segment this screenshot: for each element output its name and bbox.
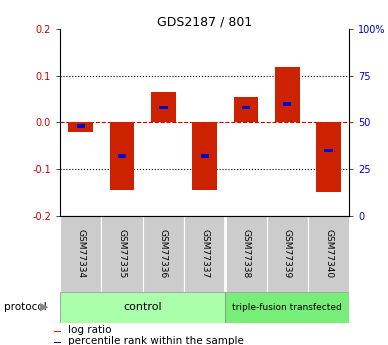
Text: GSM77337: GSM77337 xyxy=(200,229,209,278)
Text: log ratio: log ratio xyxy=(68,325,112,335)
Bar xyxy=(118,154,126,158)
Text: GSM77336: GSM77336 xyxy=(159,229,168,278)
Text: triple-fusion transfected: triple-fusion transfected xyxy=(232,303,342,312)
Bar xyxy=(324,149,333,152)
Bar xyxy=(225,292,349,323)
Bar xyxy=(192,122,217,190)
Text: GSM77334: GSM77334 xyxy=(76,229,85,278)
Bar xyxy=(184,216,225,292)
Bar xyxy=(77,124,85,128)
Bar xyxy=(242,106,250,109)
Bar xyxy=(225,216,267,292)
Bar xyxy=(101,216,143,292)
Bar xyxy=(143,216,184,292)
Title: GDS2187 / 801: GDS2187 / 801 xyxy=(157,15,252,28)
Text: ▶: ▶ xyxy=(40,302,49,312)
Bar xyxy=(60,292,225,323)
Bar xyxy=(54,331,61,332)
Bar xyxy=(267,216,308,292)
Text: control: control xyxy=(123,302,162,312)
Bar xyxy=(316,122,341,192)
Bar xyxy=(234,97,258,122)
Bar xyxy=(68,122,93,132)
Text: percentile rank within the sample: percentile rank within the sample xyxy=(68,336,244,345)
Bar xyxy=(308,216,349,292)
Text: GSM77335: GSM77335 xyxy=(118,229,126,278)
Bar xyxy=(159,106,168,109)
Bar xyxy=(151,92,176,122)
Bar xyxy=(201,154,209,158)
Text: GSM77338: GSM77338 xyxy=(241,229,251,278)
Text: protocol: protocol xyxy=(4,302,47,312)
Bar xyxy=(283,102,291,106)
Bar xyxy=(60,216,101,292)
Bar xyxy=(54,342,61,343)
Text: GSM77340: GSM77340 xyxy=(324,229,333,278)
Bar xyxy=(110,122,135,190)
Text: GSM77339: GSM77339 xyxy=(283,229,292,278)
Bar xyxy=(275,67,300,122)
